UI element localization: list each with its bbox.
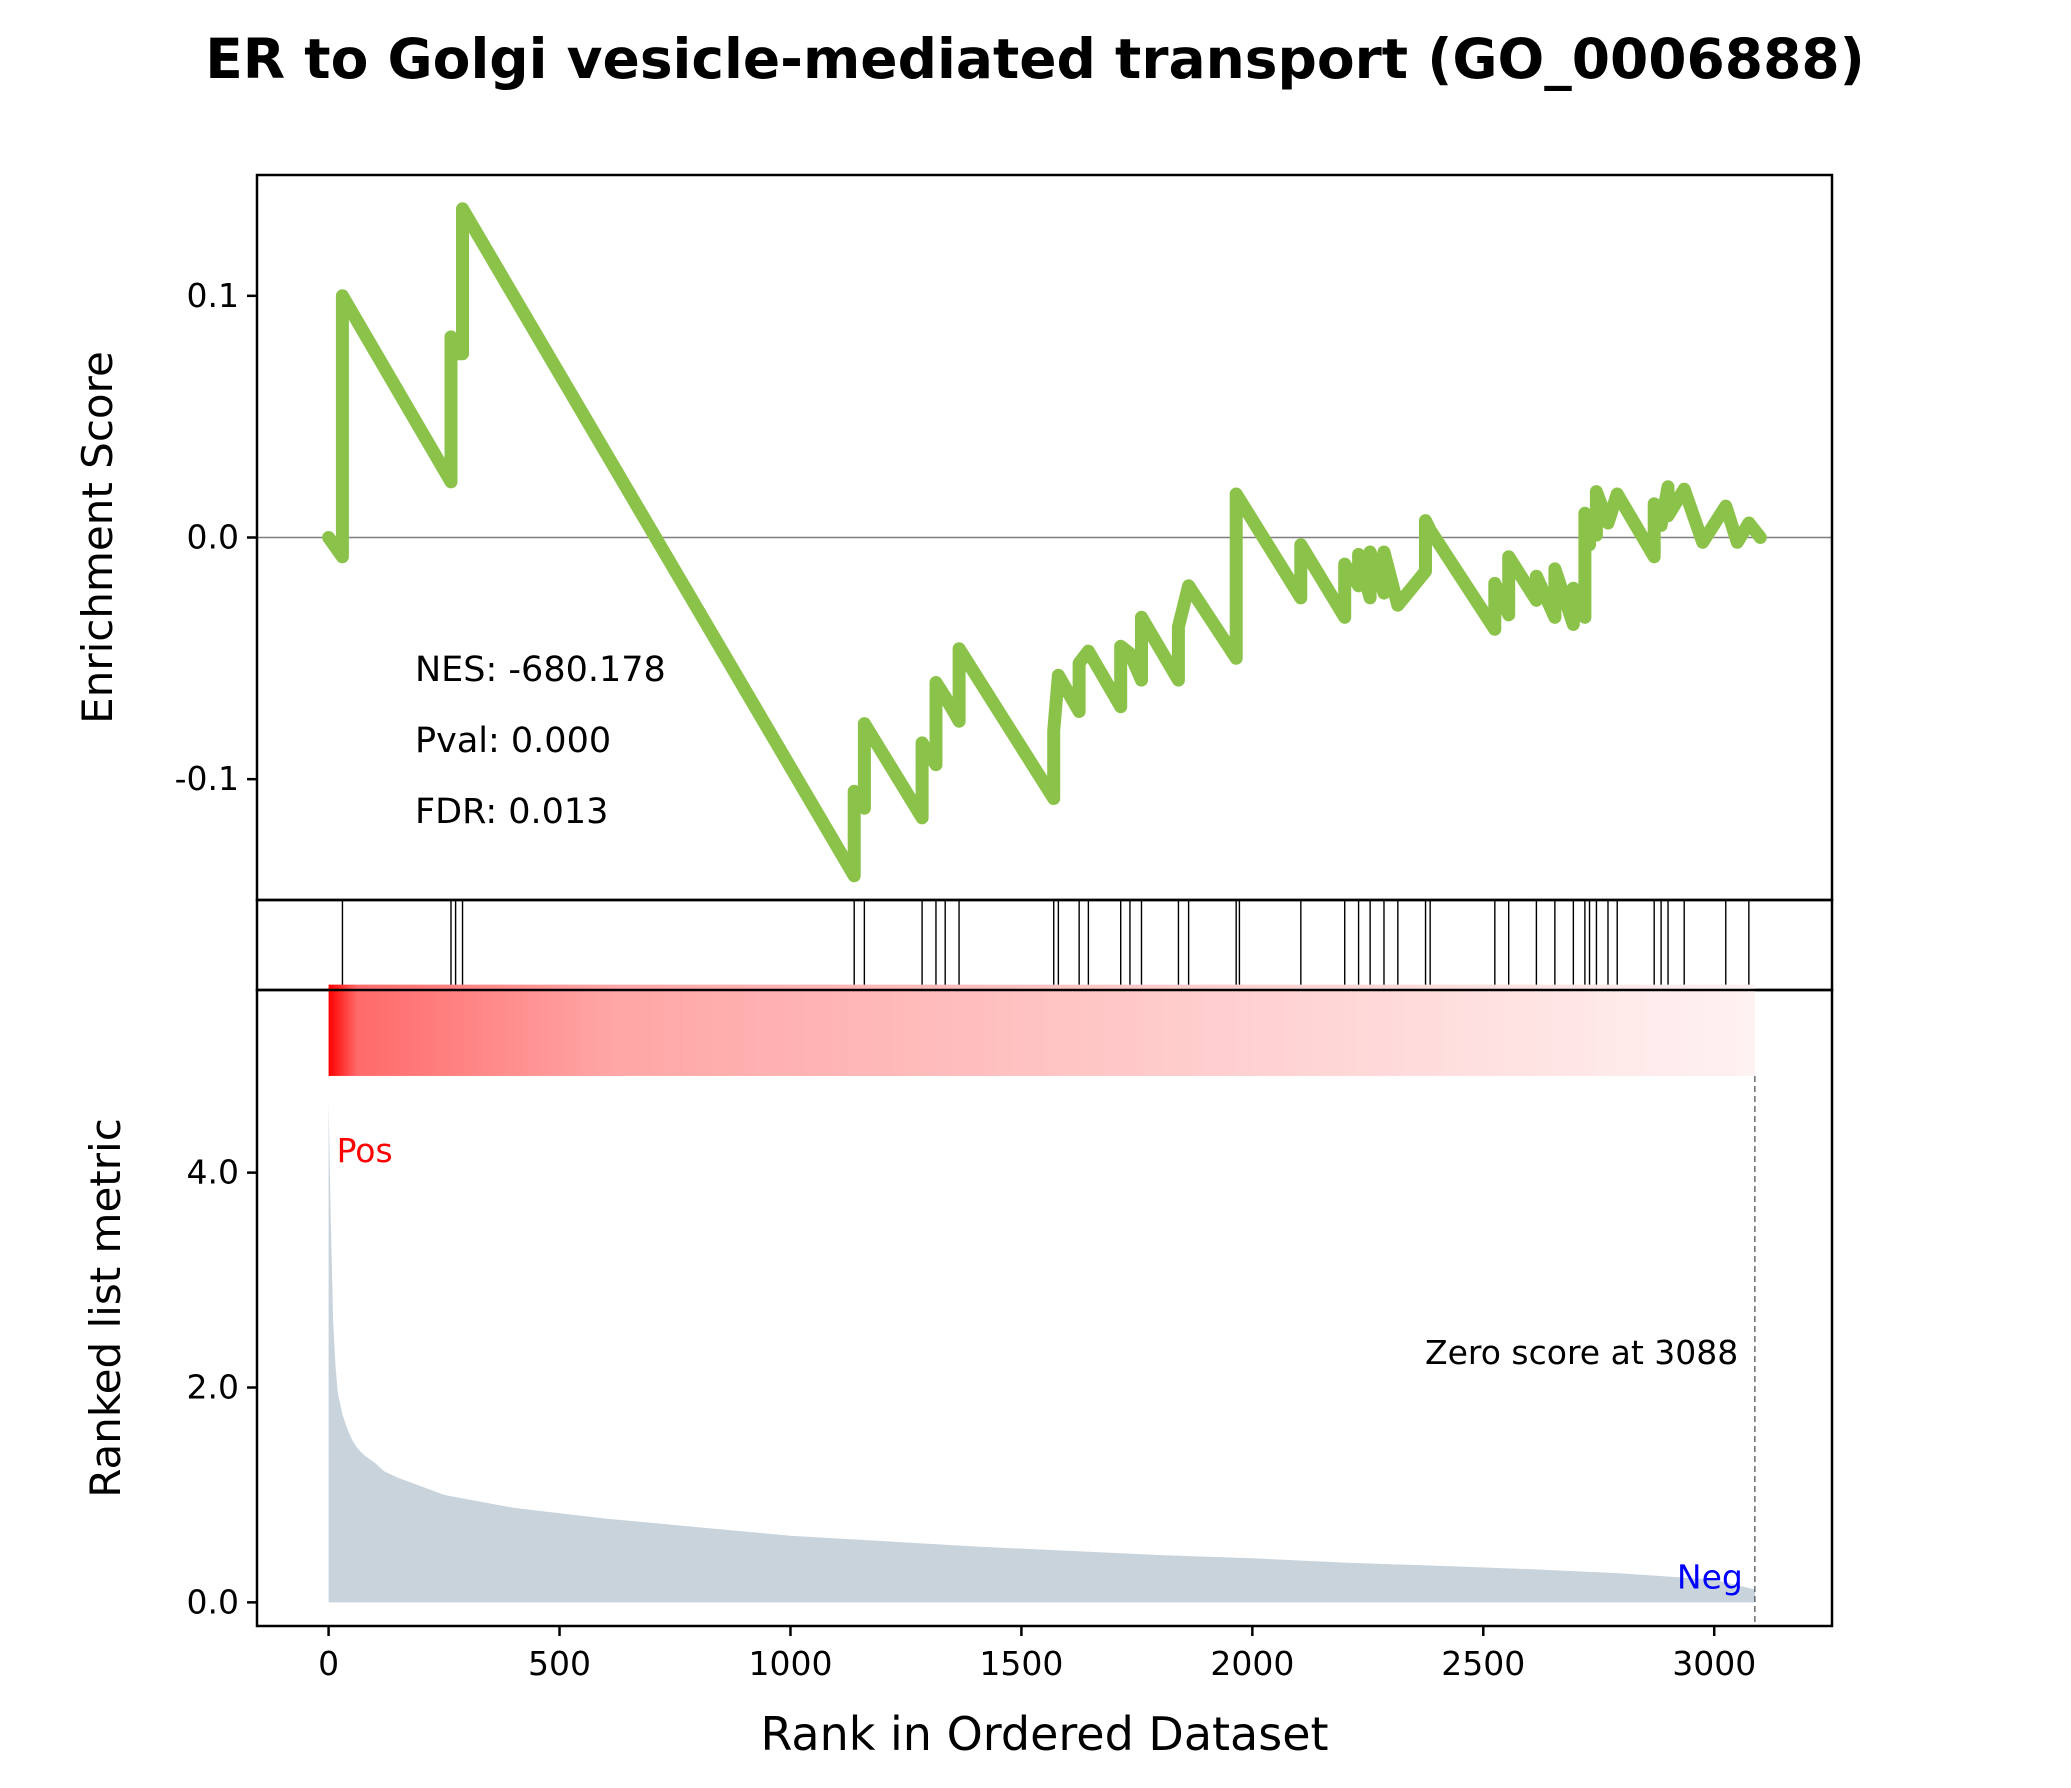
metric-panel-frame	[255, 988, 1834, 1628]
x-tick-label: 500	[528, 1644, 591, 1683]
x-axis-label: Rank in Ordered Dataset	[760, 1707, 1328, 1761]
x-tick-label: 1500	[979, 1644, 1063, 1683]
es-stat-line: NES: -680.178	[415, 650, 666, 690]
metric-y-tick-label: 2.0	[187, 1368, 239, 1407]
enrichment-score-panel: 0.1 0.0 -0.1 Enrichment Score NES: -680.17…	[73, 173, 1834, 902]
es-stat-line: FDR: 0.013	[415, 792, 608, 832]
metric-area-fill	[328, 1102, 1755, 1603]
es-y-tick-label: 0.1	[187, 276, 239, 315]
metric-y-ticks: 0.0 2.0 4.0	[187, 1153, 257, 1621]
metric-y-tick-label: 4.0	[187, 1153, 239, 1192]
pos-label: Pos	[337, 1131, 393, 1170]
ranked-metric-panel: Pos Neg Zero score at 3088 0.0 2.0 4.0 Ran…	[81, 984, 1834, 1761]
x-tick-label: 0	[318, 1644, 339, 1683]
chart-title: ER to Golgi vesicle-mediated transport (…	[205, 27, 1865, 91]
x-tick-label: 1000	[748, 1644, 832, 1683]
neg-label: Neg	[1677, 1557, 1743, 1596]
es-curve-line	[322, 202, 1767, 883]
es-y-tick-label: -0.1	[175, 759, 239, 798]
metric-y-tick-label: 0.0	[187, 1582, 239, 1621]
es-y-axis-label: Enrichment Score	[73, 351, 122, 724]
es-stats-block: NES: -680.178 Pval: 0.000 FDR: 0.013	[415, 650, 666, 832]
x-tick-label: 2500	[1441, 1644, 1525, 1683]
metric-y-axis-label: Ranked list metric	[81, 1118, 130, 1498]
es-y-tick-label: 0.0	[187, 518, 239, 557]
rank-heatmap-band	[328, 984, 1755, 1076]
hit-lines	[341, 900, 1750, 990]
x-tick-label: 3000	[1672, 1644, 1756, 1683]
gene-hits-panel	[255, 898, 1834, 992]
es-y-ticks: 0.1 0.0 -0.1	[175, 276, 257, 798]
x-axis-ticks: 0 500 1000 1500 2000 2500 3000	[318, 1626, 1756, 1683]
es-stat-line: Pval: 0.000	[415, 721, 611, 761]
zero-cross-label: Zero score at 3088	[1425, 1333, 1738, 1372]
x-tick-label: 2000	[1210, 1644, 1294, 1683]
